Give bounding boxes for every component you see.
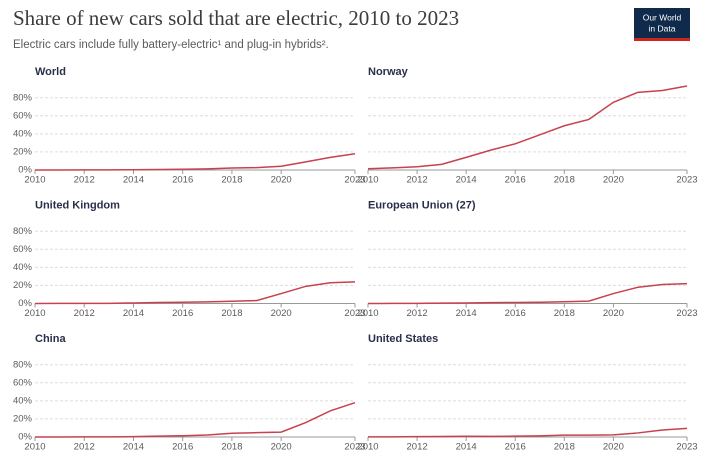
- x-tick-label: 2014: [456, 442, 477, 453]
- x-tick-label: 2010: [24, 175, 45, 186]
- logo-stripe: [634, 38, 690, 41]
- x-tick-label: 2020: [603, 175, 624, 186]
- x-tick-label: 2012: [74, 175, 95, 186]
- chart-title: Share of new cars sold that are electric…: [13, 6, 459, 30]
- x-tick-label: 2018: [221, 308, 242, 319]
- logo-text: Our World: [643, 12, 682, 22]
- data-line: [34, 281, 356, 305]
- y-tick-label: 80%: [13, 226, 33, 237]
- x-tick-label: 2018: [554, 308, 575, 319]
- x-tick-label: 2012: [74, 442, 95, 453]
- x-tick-label: 2016: [172, 442, 193, 453]
- x-tick-label: 2020: [271, 442, 292, 453]
- y-tick-label: 20%: [13, 413, 33, 424]
- x-tick-label: 2016: [172, 175, 193, 186]
- data-line: [35, 401, 356, 438]
- x-tick-label: 2012: [407, 175, 428, 186]
- x-tick-label: 2014: [123, 308, 144, 319]
- y-tick-label: 0%: [18, 165, 32, 176]
- x-tick-label: 2014: [456, 175, 477, 186]
- x-tick-label: 2020: [271, 175, 292, 186]
- x-tick-label: 2012: [407, 308, 428, 319]
- y-tick-label: 0%: [18, 432, 32, 443]
- data-line: [367, 427, 688, 438]
- x-tick-label: 2020: [603, 308, 624, 319]
- data-line: [35, 152, 356, 171]
- x-tick-label: 2018: [554, 175, 575, 186]
- x-tick-label: 2016: [172, 308, 193, 319]
- y-tick-label: 80%: [13, 92, 33, 103]
- x-tick-label: 2020: [271, 308, 292, 319]
- panel-title: European Union (27): [368, 199, 476, 211]
- panel-title: Norway: [368, 66, 409, 78]
- panel-title: China: [35, 333, 66, 345]
- y-tick-label: 20%: [13, 280, 33, 291]
- x-tick-label: 2020: [603, 442, 624, 453]
- y-tick-label: 20%: [13, 146, 33, 157]
- y-tick-label: 0%: [18, 298, 32, 309]
- x-tick-label: 2010: [357, 442, 378, 453]
- x-tick-label: 2010: [357, 308, 378, 319]
- chart-subtitle: Electric cars include fully battery-elec…: [13, 39, 329, 51]
- x-tick-label: 2014: [123, 175, 144, 186]
- y-tick-label: 60%: [13, 244, 33, 255]
- x-tick-label: 2012: [74, 308, 95, 319]
- x-tick-label: 2023: [676, 308, 697, 319]
- x-tick-label: 2023: [676, 442, 697, 453]
- x-tick-label: 2012: [407, 442, 428, 453]
- x-tick-label: 2018: [554, 442, 575, 453]
- x-tick-label: 2023: [344, 175, 365, 186]
- data-line: [367, 85, 688, 170]
- x-tick-label: 2010: [24, 308, 45, 319]
- x-tick-label: 2014: [123, 442, 144, 453]
- logo-text: in Data: [649, 23, 676, 33]
- x-tick-label: 2014: [456, 308, 477, 319]
- logo-box: [634, 8, 690, 41]
- x-tick-label: 2016: [505, 308, 526, 319]
- x-tick-label: 2016: [505, 442, 526, 453]
- x-tick-label: 2023: [344, 308, 365, 319]
- y-tick-label: 40%: [13, 128, 33, 139]
- y-tick-label: 40%: [13, 395, 33, 406]
- y-tick-label: 40%: [13, 262, 33, 273]
- x-tick-label: 2016: [505, 175, 526, 186]
- y-tick-label: 60%: [13, 377, 33, 388]
- x-tick-label: 2010: [24, 442, 45, 453]
- panel-title: United Kingdom: [35, 199, 120, 211]
- y-tick-label: 60%: [13, 110, 33, 121]
- x-tick-label: 2010: [357, 175, 378, 186]
- panel-title: United States: [368, 333, 438, 345]
- x-tick-label: 2023: [676, 175, 697, 186]
- panel-title: World: [35, 66, 66, 78]
- data-line: [367, 282, 688, 305]
- x-tick-label: 2018: [221, 175, 242, 186]
- x-tick-label: 2023: [344, 442, 365, 453]
- y-tick-label: 80%: [13, 359, 33, 370]
- x-tick-label: 2018: [221, 442, 242, 453]
